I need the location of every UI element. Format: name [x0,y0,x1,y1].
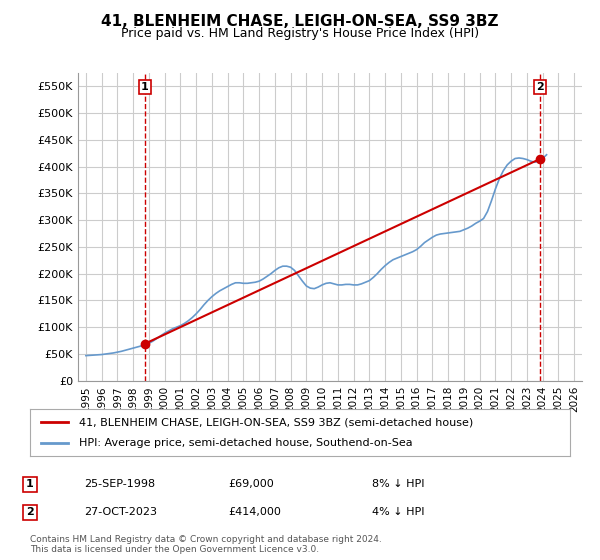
Text: Contains HM Land Registry data © Crown copyright and database right 2024.
This d: Contains HM Land Registry data © Crown c… [30,535,382,554]
Text: £414,000: £414,000 [228,507,281,517]
Text: £69,000: £69,000 [228,479,274,489]
Text: 1: 1 [26,479,34,489]
Text: HPI: Average price, semi-detached house, Southend-on-Sea: HPI: Average price, semi-detached house,… [79,438,412,448]
Text: 2: 2 [26,507,34,517]
Text: 1: 1 [141,82,148,92]
Text: 41, BLENHEIM CHASE, LEIGH-ON-SEA, SS9 3BZ: 41, BLENHEIM CHASE, LEIGH-ON-SEA, SS9 3B… [101,14,499,29]
Text: 27-OCT-2023: 27-OCT-2023 [84,507,157,517]
Text: 8% ↓ HPI: 8% ↓ HPI [372,479,425,489]
Text: 4% ↓ HPI: 4% ↓ HPI [372,507,425,517]
Text: 41, BLENHEIM CHASE, LEIGH-ON-SEA, SS9 3BZ (semi-detached house): 41, BLENHEIM CHASE, LEIGH-ON-SEA, SS9 3B… [79,417,473,427]
Text: 25-SEP-1998: 25-SEP-1998 [84,479,155,489]
Text: 2: 2 [536,82,544,92]
Text: Price paid vs. HM Land Registry's House Price Index (HPI): Price paid vs. HM Land Registry's House … [121,27,479,40]
